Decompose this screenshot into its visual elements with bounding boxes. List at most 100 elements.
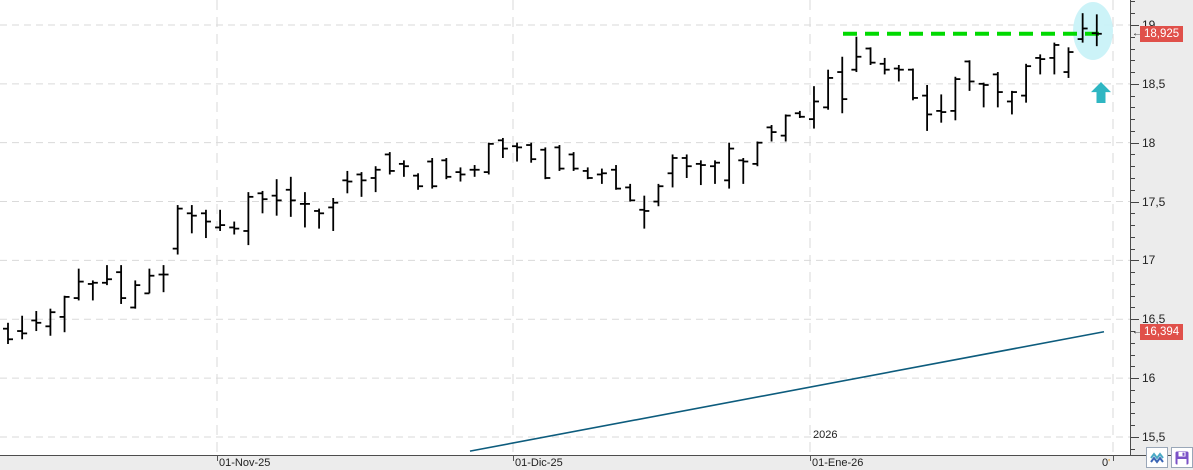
ohlc-bar <box>73 268 84 301</box>
date-axis[interactable] <box>0 456 1193 470</box>
ohlc-bar <box>724 142 735 189</box>
ohlc-bar <box>59 295 70 333</box>
price-chart-svg[interactable] <box>0 0 1130 455</box>
y-axis-tick <box>1131 283 1135 285</box>
ohlc-bar <box>540 147 551 180</box>
trend-line <box>469 330 1105 452</box>
y-axis-tick <box>1131 425 1135 427</box>
ohlc-bar <box>342 170 353 194</box>
ohlc-bar <box>229 221 240 235</box>
ohlc-bar <box>752 141 763 167</box>
ohlc-bar <box>427 157 438 189</box>
ohlc-bar <box>851 36 862 73</box>
ohlc-bar <box>879 57 890 75</box>
ohlc-bar <box>1006 90 1017 115</box>
ohlc-bar <box>257 190 268 214</box>
ohlc-bar <box>950 76 961 121</box>
wave-icon <box>1149 451 1164 464</box>
up-arrow-icon <box>1091 82 1111 103</box>
x-axis-tick <box>217 455 218 461</box>
x-axis-tick <box>513 455 514 461</box>
ohlc-bar <box>625 183 636 202</box>
y-axis-tick <box>1131 248 1135 250</box>
ohlc-bar <box>215 209 226 231</box>
y-axis-label: 17,5 <box>1142 194 1166 209</box>
ohlc-bar <box>299 192 310 228</box>
ohlc-bar <box>1021 63 1032 103</box>
price-label: 18,925 <box>1140 25 1184 42</box>
y-axis-tick <box>1131 189 1135 191</box>
ohlc-bar <box>413 173 424 190</box>
ohlc-bar <box>893 64 904 82</box>
y-axis-label: 15,5 <box>1142 429 1166 444</box>
y-axis-tick <box>1131 95 1135 97</box>
ohlc-bar <box>865 47 876 65</box>
ohlc-bar <box>328 198 339 231</box>
ohlc-bar <box>667 154 678 188</box>
y-axis-tick <box>1131 177 1135 179</box>
y-axis-tick <box>1131 401 1135 403</box>
ohlc-bar <box>1063 47 1074 78</box>
cursor-mark: ' <box>1108 458 1111 469</box>
y-axis-tick <box>1131 119 1135 121</box>
ohlc-bar <box>837 56 848 114</box>
y-axis-tick <box>1131 36 1135 38</box>
ohlc-bar <box>554 145 565 171</box>
ohlc-bar <box>172 205 183 255</box>
y-axis-tick <box>1131 319 1139 321</box>
ohlc-bar <box>794 110 805 118</box>
y-axis-tick <box>1131 413 1135 415</box>
y-axis-tick <box>1131 201 1139 203</box>
ohlc-bar <box>695 160 706 186</box>
save-button[interactable] <box>1171 447 1193 468</box>
ohlc-bar <box>611 165 622 190</box>
ohlc-bar <box>978 82 989 108</box>
y-axis-tick <box>1131 260 1139 262</box>
ohlc-bar <box>101 265 112 286</box>
ohlc-bar <box>596 168 607 184</box>
ohlc-bar <box>384 152 395 175</box>
y-axis-label: 18,5 <box>1142 76 1166 91</box>
ohlc-bar <box>710 160 720 184</box>
y-axis-tick <box>1131 1 1135 3</box>
y-axis-label: 17 <box>1142 253 1156 268</box>
y-axis-tick <box>1131 130 1135 132</box>
ohlc-bar <box>483 142 494 175</box>
ohlc-bar <box>653 183 664 207</box>
ohlc-bar <box>271 179 282 216</box>
ohlc-bar <box>130 280 141 309</box>
y-axis-tick <box>1131 13 1135 15</box>
ohlc-bar <box>808 86 819 129</box>
ohlc-bar <box>766 125 777 142</box>
y-axis-tick <box>1131 354 1135 356</box>
ohlc-bar <box>823 69 834 110</box>
x-axis-label: 01-Nov-25 <box>219 457 271 469</box>
ohlc-bar <box>992 72 1003 108</box>
plot-right-border <box>1130 0 1131 456</box>
plot-area[interactable] <box>0 0 1130 455</box>
y-axis-tick <box>1131 389 1135 391</box>
y-axis-tick <box>1131 448 1135 450</box>
indicator-button[interactable] <box>1146 447 1168 468</box>
year-label: 2026 <box>813 429 838 441</box>
x-axis-label: 01-Dic-25 <box>515 457 563 469</box>
ohlc-bar <box>681 154 692 178</box>
ohlc-bar <box>158 265 169 293</box>
ohlc-bar <box>1049 42 1060 75</box>
ohlc-bar <box>1035 54 1046 75</box>
y-axis-tick <box>1131 60 1135 62</box>
y-axis-label: 16 <box>1142 371 1156 386</box>
x-axis-tick <box>1113 455 1114 461</box>
left-arrow-icon: ← <box>1132 325 1142 337</box>
y-axis-tick <box>1131 83 1139 85</box>
ohlc-bar <box>780 114 791 142</box>
ohlc-bar <box>1091 14 1102 47</box>
ohlc-bar <box>285 176 296 217</box>
y-axis-tick <box>1131 142 1139 144</box>
ohlc-bar <box>936 94 947 123</box>
x-axis-tick <box>810 455 811 461</box>
y-axis-tick <box>1131 154 1135 156</box>
y-axis-tick <box>1131 72 1135 74</box>
